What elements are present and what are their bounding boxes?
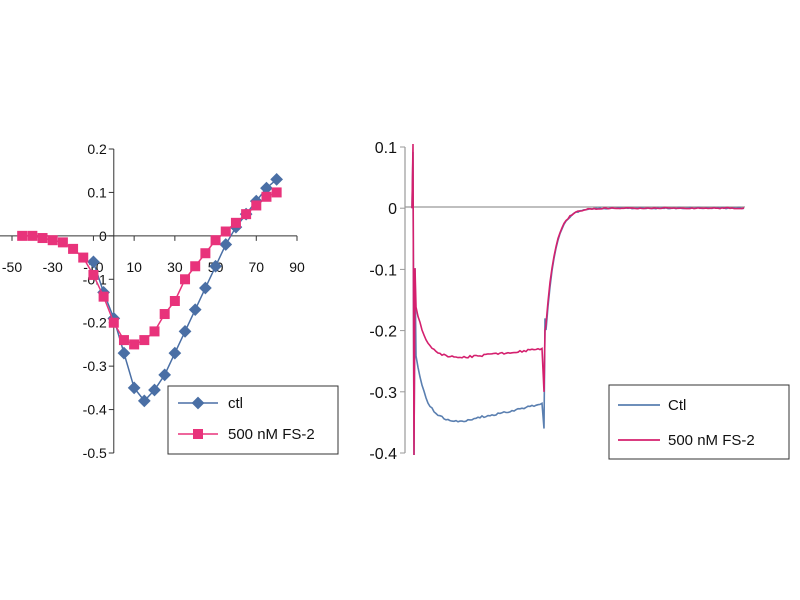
left-point-fs2	[230, 217, 241, 228]
left-point-fs2	[241, 209, 252, 220]
right-chart: 0.1 0 -0.1 -0.2 -0.3 -0.4 Ctl 500 nM FS-2	[369, 140, 790, 463]
left-legend: ctl 500 nM FS-2	[167, 385, 339, 455]
right-legend-label-ctl: Ctl	[668, 397, 686, 414]
right-trace-fs2	[411, 143, 745, 456]
left-y-tick-label: 0.2	[87, 141, 107, 157]
right-legend-box	[608, 384, 790, 460]
left-chart: 0.20.10-0.1-0.2-0.3-0.4-0.5 -50-30-10103…	[0, 141, 339, 461]
left-x-tick-label: 90	[289, 259, 305, 275]
left-x-tick-label: 10	[126, 259, 142, 275]
left-point-fs2	[118, 335, 129, 346]
left-x-tick-label: 70	[248, 259, 264, 275]
right-legend-label-fs2: 500 nM FS-2	[668, 432, 755, 449]
left-point-ctl	[127, 381, 141, 395]
left-point-fs2	[251, 200, 262, 211]
left-series-fs2	[17, 187, 282, 350]
left-point-fs2	[159, 309, 170, 320]
left-y-axis: 0.20.10-0.1-0.2-0.3-0.4-0.5	[83, 141, 115, 461]
left-point-fs2	[180, 274, 191, 285]
left-point-fs2	[271, 187, 282, 198]
left-point-fs2	[139, 335, 150, 346]
left-y-tick-label: -0.3	[83, 358, 107, 374]
left-point-ctl	[137, 394, 151, 408]
left-legend-marker-ctl	[191, 396, 205, 410]
right-y-axis: 0.1 0 -0.1 -0.2 -0.3 -0.4	[369, 140, 406, 463]
left-point-fs2	[129, 339, 140, 350]
left-point-fs2	[108, 317, 119, 328]
left-point-fs2	[98, 291, 109, 302]
left-point-ctl	[209, 259, 222, 273]
left-point-fs2	[78, 252, 89, 263]
left-point-ctl	[188, 303, 202, 317]
left-point-ctl	[260, 181, 273, 195]
left-point-ctl	[158, 368, 172, 382]
left-point-ctl	[117, 346, 131, 360]
left-y-tick-label: -0.5	[83, 445, 107, 461]
left-legend-label-ctl: ctl	[228, 395, 243, 412]
left-point-ctl	[270, 173, 284, 186]
right-legend: Ctl 500 nM FS-2	[608, 384, 790, 460]
left-x-tick-label: -50	[2, 259, 22, 275]
left-point-ctl	[199, 281, 212, 295]
right-y-tick-label: 0.1	[375, 140, 397, 157]
left-point-fs2	[200, 248, 211, 259]
left-point-ctl	[219, 238, 233, 251]
left-point-fs2	[169, 296, 180, 306]
left-point-fs2	[210, 235, 221, 246]
left-y-tick-label: 0.1	[87, 184, 107, 200]
left-point-fs2	[190, 261, 201, 272]
left-point-fs2	[88, 269, 99, 280]
left-point-fs2	[37, 233, 48, 244]
left-x-tick-label: -30	[43, 259, 63, 275]
left-point-fs2	[261, 191, 272, 202]
left-x-tick-label: 30	[167, 259, 183, 275]
left-point-ctl	[148, 383, 161, 397]
left-point-fs2	[17, 230, 28, 241]
left-point-fs2	[149, 326, 160, 337]
left-y-tick-label: -0.4	[83, 402, 107, 418]
left-legend-box	[167, 385, 339, 455]
left-point-fs2	[68, 243, 79, 254]
right-y-tick-label: -0.2	[369, 324, 397, 341]
right-y-tick-label: -0.1	[369, 262, 397, 279]
left-point-ctl	[87, 255, 100, 269]
left-point-ctl	[168, 346, 182, 360]
left-point-fs2	[220, 226, 231, 237]
right-y-tick-label: -0.4	[369, 446, 397, 463]
left-point-fs2	[47, 235, 58, 246]
left-point-ctl	[178, 325, 192, 338]
right-y-tick-label: 0	[388, 201, 397, 218]
left-point-fs2	[27, 230, 38, 241]
right-y-tick-label: -0.3	[369, 385, 397, 402]
left-y-tick-label: -0.2	[83, 315, 107, 331]
left-legend-label-fs2: 500 nM FS-2	[228, 426, 315, 443]
left-legend-marker-fs2	[193, 429, 203, 439]
left-point-fs2	[57, 237, 68, 248]
